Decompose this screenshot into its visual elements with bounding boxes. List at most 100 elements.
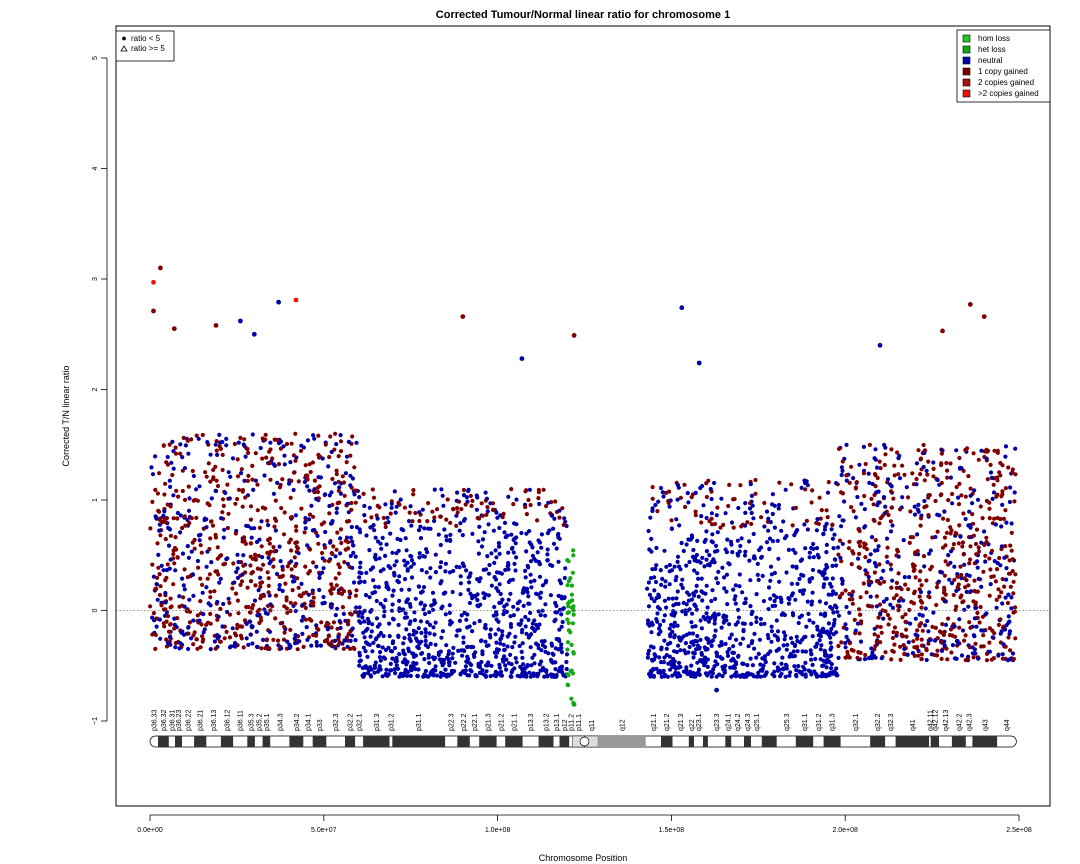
- data-point: [846, 638, 851, 643]
- data-point: [962, 576, 967, 581]
- data-point: [353, 638, 358, 643]
- data-point: [873, 447, 878, 452]
- data-point: [919, 637, 924, 642]
- data-point: [834, 481, 839, 486]
- data-point: [329, 591, 334, 596]
- data-point: [973, 651, 978, 656]
- data-point: [810, 576, 815, 581]
- data-point: [1009, 595, 1014, 600]
- data-point: [261, 562, 266, 567]
- data-point: [488, 627, 493, 632]
- data-point: [235, 457, 240, 462]
- data-point: [497, 662, 502, 667]
- data-point: [808, 648, 813, 653]
- data-point: [213, 323, 219, 328]
- data-point: [268, 477, 273, 482]
- shape-legend-label: ratio >= 5: [131, 44, 165, 53]
- data-point: [315, 485, 320, 490]
- data-point: [266, 646, 271, 651]
- data-point: [185, 517, 190, 523]
- data-point: [700, 555, 705, 561]
- data-point: [163, 481, 168, 486]
- data-point: [709, 598, 714, 604]
- data-point: [849, 464, 854, 469]
- data-point: [656, 632, 661, 637]
- data-point: [508, 591, 513, 596]
- data-point: [194, 487, 199, 492]
- ideogram-band-p13.2: [538, 736, 554, 747]
- data-point: [940, 328, 945, 334]
- data-point: [737, 549, 742, 554]
- data-point: [265, 603, 271, 609]
- data-point: [187, 609, 193, 614]
- data-point: [728, 665, 733, 670]
- data-point: [411, 632, 416, 637]
- data-point: [674, 596, 679, 601]
- data-point: [735, 538, 740, 543]
- data-point: [447, 663, 452, 668]
- data-point: [553, 667, 558, 672]
- data-point: [566, 601, 571, 606]
- data-point: [392, 570, 397, 576]
- data-point: [455, 506, 460, 511]
- data-point: [786, 547, 792, 553]
- data-point: [350, 476, 355, 481]
- data-point: [421, 585, 427, 590]
- data-point: [214, 439, 219, 444]
- data-point: [246, 642, 251, 648]
- data-point: [825, 490, 831, 495]
- data-point: [235, 552, 240, 557]
- data-point: [532, 578, 537, 583]
- data-point: [346, 618, 351, 624]
- data-point: [333, 554, 338, 559]
- data-point: [906, 640, 911, 645]
- data-point: [730, 550, 735, 555]
- data-point: [402, 635, 407, 641]
- data-point: [936, 579, 942, 584]
- data-point: [226, 470, 231, 475]
- data-point: [662, 598, 668, 603]
- data-point: [438, 514, 443, 519]
- data-point: [788, 670, 793, 675]
- data-point: [354, 440, 359, 445]
- data-point: [811, 620, 816, 625]
- data-point: [417, 518, 422, 524]
- data-point: [155, 597, 160, 602]
- data-point: [387, 621, 392, 626]
- data-point: [818, 647, 823, 652]
- data-point: [489, 583, 494, 588]
- data-point: [698, 618, 703, 623]
- data-point: [750, 503, 755, 508]
- data-point: [543, 613, 548, 618]
- data-point: [981, 633, 986, 638]
- data-point: [550, 651, 555, 656]
- data-point: [175, 516, 180, 521]
- data-point: [1013, 572, 1018, 577]
- data-point: [432, 515, 437, 520]
- data-point: [571, 553, 576, 558]
- data-point: [652, 588, 657, 593]
- data-point: [730, 650, 735, 655]
- data-point: [683, 504, 688, 510]
- data-point: [396, 622, 401, 628]
- data-point: [260, 456, 265, 461]
- data-point: [462, 648, 467, 654]
- data-point: [881, 599, 887, 604]
- data-point: [215, 556, 220, 561]
- data-point: [311, 560, 316, 565]
- data-point: [363, 519, 368, 524]
- data-point: [892, 642, 897, 647]
- data-point: [169, 460, 174, 465]
- data-point: [205, 620, 211, 625]
- data-point: [506, 550, 511, 555]
- data-point: [901, 538, 906, 543]
- ideogram-band-label: q41: [910, 719, 917, 731]
- data-point: [894, 585, 899, 591]
- data-point: [427, 610, 432, 615]
- data-point: [282, 453, 287, 458]
- data-point: [853, 628, 858, 633]
- data-point: [450, 651, 455, 656]
- data-point: [276, 299, 281, 305]
- data-point: [316, 452, 321, 457]
- data-point: [157, 471, 162, 476]
